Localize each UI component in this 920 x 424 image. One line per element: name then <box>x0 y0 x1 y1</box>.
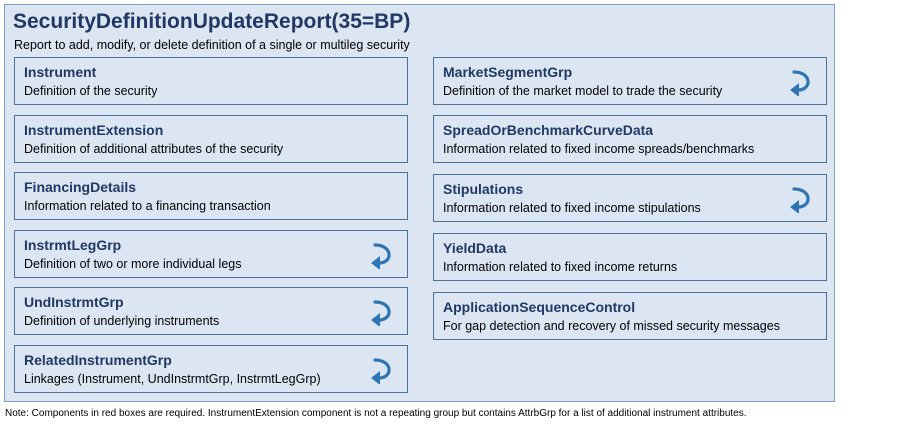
repeat-arrow-icon <box>371 358 391 384</box>
component-name: ApplicationSequenceControl <box>443 299 636 315</box>
component-name: MarketSegmentGrp <box>443 64 573 80</box>
component-name: RelatedInstrumentGrp <box>24 352 172 368</box>
component-description: Definition of two or more individual leg… <box>24 257 242 271</box>
repeat-arrow-icon <box>790 187 810 213</box>
component-box-market-segment-grp: MarketSegmentGrp Definition of the marke… <box>433 57 827 105</box>
component-name: InstrumentExtension <box>24 122 164 138</box>
component-name: Stipulations <box>443 181 524 197</box>
component-box-related-instrument-grp: RelatedInstrumentGrp Linkages (Instrumen… <box>14 345 408 393</box>
component-description: Information related to a financing trans… <box>24 199 271 213</box>
component-box-financing-details: FinancingDetails Information related to … <box>14 172 408 220</box>
component-description: Information related to fixed income spre… <box>443 142 755 156</box>
component-box-instrument-extension: InstrumentExtension Definition of additi… <box>14 115 408 163</box>
repeat-arrow-icon <box>371 300 391 326</box>
message-diagram: SecurityDefinitionUpdateReport(35=BP) Re… <box>4 4 835 402</box>
component-description: Definition of the security <box>24 84 158 98</box>
component-box-yield-data: YieldData Information related to fixed i… <box>433 233 827 281</box>
footnote: Note: Components in red boxes are requir… <box>5 408 747 419</box>
component-description: Definition of additional attributes of t… <box>24 142 284 156</box>
component-box-instrument: Instrument Definition of the security <box>14 57 408 105</box>
repeat-arrow-icon <box>371 243 391 269</box>
diagram-title: SecurityDefinitionUpdateReport(35=BP) <box>13 10 411 33</box>
component-description: Information related to fixed income stip… <box>443 201 701 215</box>
component-box-und-instrmt-grp: UndInstrmtGrp Definition of underlying i… <box>14 287 408 335</box>
component-description: Linkages (Instrument, UndInstrmtGrp, Ins… <box>24 372 321 386</box>
component-box-instrmt-leg-grp: InstrmtLegGrp Definition of two or more … <box>14 230 408 278</box>
component-description: Definition of underlying instruments <box>24 314 220 328</box>
diagram-subtitle: Report to add, modify, or delete definit… <box>14 38 410 52</box>
component-box-spread-or-benchmark-curve-data: SpreadOrBenchmarkCurveData Information r… <box>433 115 827 163</box>
repeat-arrow-icon <box>790 70 810 96</box>
component-description: Information related to fixed income retu… <box>443 260 678 274</box>
component-name: YieldData <box>443 240 507 256</box>
component-description: For gap detection and recovery of missed… <box>443 319 780 333</box>
component-box-application-sequence-control: ApplicationSequenceControl For gap detec… <box>433 292 827 340</box>
component-box-stipulations: Stipulations Information related to fixe… <box>433 174 827 222</box>
component-name: SpreadOrBenchmarkCurveData <box>443 122 654 138</box>
component-name: Instrument <box>24 64 97 80</box>
component-description: Definition of the market model to trade … <box>443 84 723 98</box>
component-name: FinancingDetails <box>24 179 137 195</box>
component-name: InstrmtLegGrp <box>24 237 122 253</box>
component-name: UndInstrmtGrp <box>24 294 124 310</box>
